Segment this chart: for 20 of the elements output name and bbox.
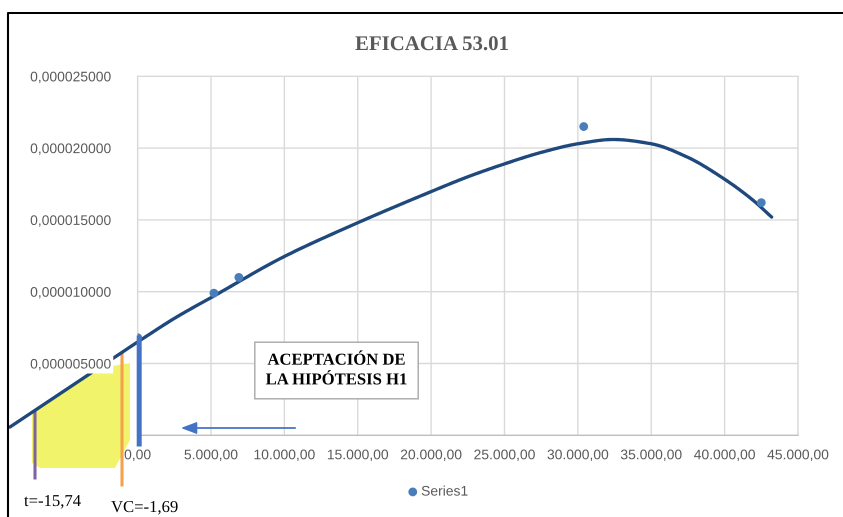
legend-label: Series1 (422, 486, 468, 496)
x-tick-label: 30.000,00 (548, 450, 608, 462)
x-tick-label: 40.000,00 (694, 450, 755, 462)
y-tick-label: 0,000020000 (30, 143, 111, 155)
text: VC=-1,69 (111, 500, 178, 515)
x-tick-label: 45.000,00 (767, 450, 828, 462)
annotation: ACEPTACIÓN DE LA HIPÓTESIS H1 (266, 350, 406, 385)
text: t=-15,74 (24, 495, 81, 509)
x-tick-label: 5.000,00 (184, 450, 238, 462)
x-tick-label: 35.000,00 (620, 450, 682, 462)
x-tick-label: 0,00 (124, 450, 151, 462)
y-tick-label: 0,000025000 (30, 72, 111, 84)
y-tick-label: 0,000005000 (30, 358, 111, 370)
x-tick-label: 15.000,00 (328, 450, 388, 462)
chart-title: EFICACIA 53.01 (355, 36, 508, 50)
y-tick-label: 0,000015000 (30, 215, 111, 227)
x-tick-label: 20.000,00 (400, 450, 462, 462)
x-tick-label: 10.000,00 (254, 450, 315, 462)
x-tick-label: 25.000,00 (474, 450, 535, 462)
y-tick-label: 0,000010000 (30, 287, 111, 299)
